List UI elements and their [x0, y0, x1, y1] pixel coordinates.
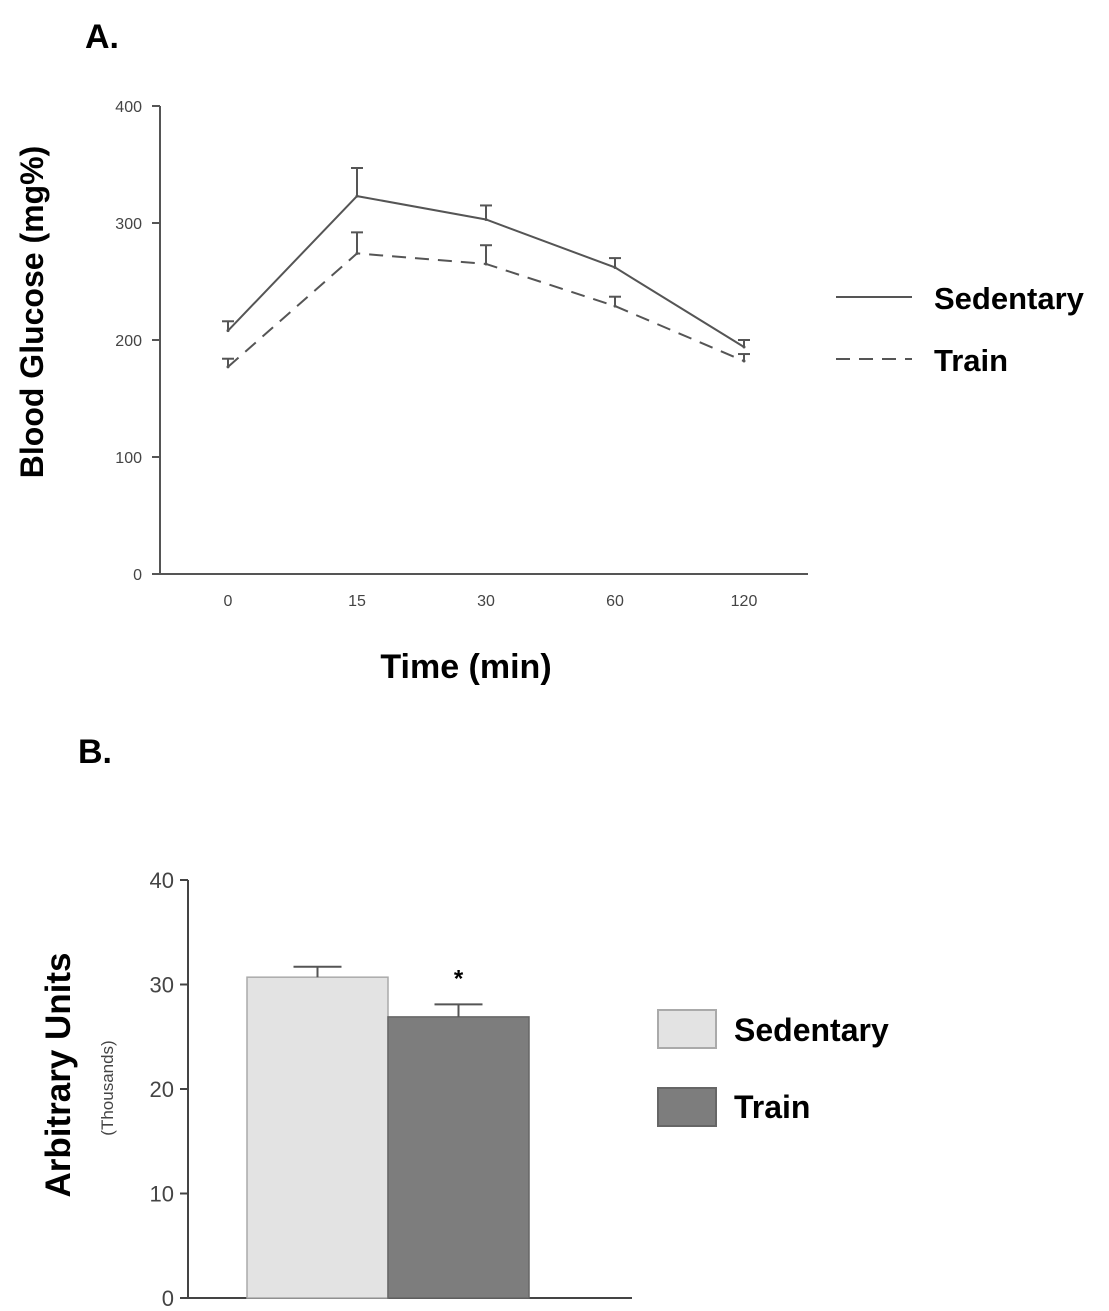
panel-a-legend: Sedentary Train	[836, 281, 1085, 378]
series-line-train	[228, 253, 744, 366]
data-point-sedentary	[743, 346, 746, 349]
panel-b-legend: Sedentary Train	[658, 1010, 889, 1126]
x-tick-label: 15	[348, 593, 366, 610]
x-tick-label: 120	[731, 593, 758, 610]
y-tick-label: 40	[150, 868, 174, 893]
y-tick-label: 30	[150, 973, 174, 998]
panel-b-y-ticks: 0 10 20 30 40	[150, 868, 188, 1311]
y-tick-label: 10	[150, 1182, 174, 1207]
panel-a-x-ticks: 0 15 30 60 120	[224, 593, 758, 610]
panel-a-label: A.	[85, 18, 119, 56]
y-tick-label: 200	[115, 333, 142, 350]
legend-swatch-sedentary	[658, 1010, 716, 1048]
y-tick-label: 0	[162, 1286, 174, 1311]
bar-sedentary	[247, 977, 388, 1298]
panel-a-y-axis-title: Blood Glucose (mg%)	[14, 146, 50, 478]
panel-b-y-axis-title: Arbitrary Units	[39, 952, 78, 1197]
data-point-train	[614, 305, 617, 308]
legend-label-sedentary: Sedentary	[734, 1012, 889, 1048]
panel-b-label: B.	[78, 733, 112, 771]
panel-b-y-axis-subtitle: (Thousands)	[98, 1040, 117, 1135]
legend-label-train: Train	[934, 343, 1008, 378]
y-tick-label: 300	[115, 216, 142, 233]
legend-swatch-train	[658, 1088, 716, 1126]
significance-marker: *	[454, 965, 464, 992]
panel-a-series	[222, 168, 750, 368]
data-point-sedentary	[227, 329, 230, 332]
data-point-sedentary	[614, 266, 617, 269]
legend-label-train: Train	[734, 1089, 810, 1125]
panel-a-x-axis-title: Time (min)	[380, 648, 551, 686]
data-point-sedentary	[485, 218, 488, 221]
legend-label-sedentary: Sedentary	[934, 281, 1085, 316]
x-tick-label: 30	[477, 593, 495, 610]
panel-b: B. 0 10 20 30 40 * Arbitrary Units (Thousand…	[39, 733, 889, 1311]
y-tick-label: 20	[150, 1077, 174, 1102]
data-point-train	[356, 252, 359, 255]
data-point-train	[227, 365, 230, 368]
panel-a: A. 0 100 200 300 400 0 15 30 60 120 Blood Glucos…	[14, 18, 1085, 686]
bar-train	[388, 1017, 529, 1298]
data-point-train	[485, 262, 488, 265]
y-tick-label: 400	[115, 99, 142, 116]
x-tick-label: 60	[606, 593, 624, 610]
y-tick-label: 0	[133, 567, 142, 584]
data-point-sedentary	[356, 195, 359, 198]
panel-b-bars: *	[247, 965, 529, 1298]
data-point-train	[743, 360, 746, 363]
y-tick-label: 100	[115, 450, 142, 467]
panel-a-y-ticks: 0 100 200 300 400	[115, 99, 160, 584]
x-tick-label: 0	[224, 593, 233, 610]
